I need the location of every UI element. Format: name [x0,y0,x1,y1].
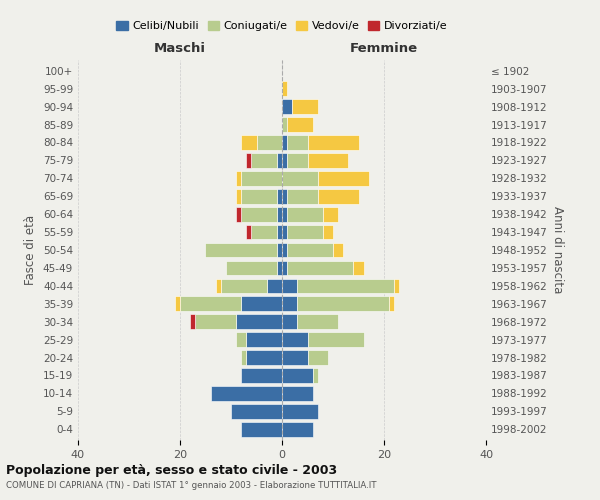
Bar [389,296,394,311]
Text: Maschi: Maschi [154,42,206,54]
Bar [323,207,338,222]
Bar [241,350,247,365]
Bar [241,207,277,222]
Bar [277,207,282,222]
Bar [282,153,287,168]
Bar [282,314,298,329]
Bar [287,207,323,222]
Bar [231,404,282,418]
Bar [226,260,277,276]
Bar [236,171,241,186]
Bar [282,224,287,240]
Bar [282,422,313,436]
Bar [287,135,308,150]
Bar [241,171,282,186]
Bar [308,332,364,347]
Bar [236,207,241,222]
Bar [190,314,196,329]
Bar [282,207,287,222]
Y-axis label: Fasce di età: Fasce di età [25,215,37,285]
Y-axis label: Anni di nascita: Anni di nascita [551,206,564,294]
Bar [205,242,277,258]
Bar [241,296,282,311]
Bar [287,153,308,168]
Bar [308,153,349,168]
Text: COMUNE DI CAPRIANA (TN) - Dati ISTAT 1° gennaio 2003 - Elaborazione TUTTITALIA.I: COMUNE DI CAPRIANA (TN) - Dati ISTAT 1° … [6,481,377,490]
Bar [282,278,298,293]
Bar [282,296,298,311]
Bar [247,153,251,168]
Bar [323,224,333,240]
Bar [236,189,241,204]
Bar [241,368,282,383]
Bar [247,224,251,240]
Bar [277,153,282,168]
Bar [196,314,236,329]
Bar [257,135,282,150]
Bar [241,189,277,204]
Bar [282,171,318,186]
Bar [251,224,277,240]
Bar [282,260,287,276]
Bar [287,117,313,132]
Bar [180,296,241,311]
Bar [241,135,257,150]
Bar [241,422,282,436]
Bar [251,153,277,168]
Bar [277,260,282,276]
Bar [282,404,318,418]
Bar [298,278,394,293]
Bar [282,117,287,132]
Bar [236,332,247,347]
Bar [221,278,267,293]
Bar [318,171,369,186]
Bar [287,189,318,204]
Bar [308,135,359,150]
Bar [282,242,287,258]
Bar [216,278,221,293]
Legend: Celibi/Nubili, Coniugati/e, Vedovi/e, Divorziati/e: Celibi/Nubili, Coniugati/e, Vedovi/e, Di… [112,16,452,36]
Bar [277,224,282,240]
Bar [287,260,353,276]
Bar [292,100,318,114]
Bar [313,368,318,383]
Bar [247,350,282,365]
Bar [282,135,287,150]
Bar [236,314,282,329]
Bar [211,386,282,400]
Bar [298,296,389,311]
Bar [282,189,287,204]
Bar [353,260,364,276]
Bar [308,350,328,365]
Text: Femmine: Femmine [350,42,418,54]
Bar [287,242,333,258]
Bar [298,314,338,329]
Bar [394,278,400,293]
Bar [175,296,180,311]
Bar [282,386,313,400]
Bar [277,189,282,204]
Bar [282,100,292,114]
Bar [282,350,308,365]
Bar [287,224,323,240]
Bar [282,82,287,96]
Bar [282,368,313,383]
Bar [267,278,282,293]
Bar [318,189,359,204]
Bar [333,242,343,258]
Bar [247,332,282,347]
Text: Popolazione per età, sesso e stato civile - 2003: Popolazione per età, sesso e stato civil… [6,464,337,477]
Bar [277,242,282,258]
Bar [282,332,308,347]
